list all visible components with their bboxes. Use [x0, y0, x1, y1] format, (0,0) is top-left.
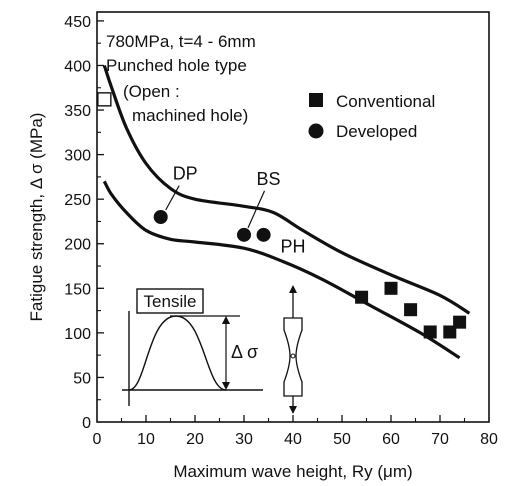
x-tick-label: 50 [333, 431, 351, 448]
inset-arrow-up [222, 316, 230, 324]
point-conventional [404, 303, 418, 317]
legend-developed-marker [308, 123, 324, 139]
inset-wave [128, 315, 227, 391]
legend: Conventional Developed [308, 92, 435, 141]
y-tick-label: 450 [64, 14, 91, 31]
y-tick-label: 0 [82, 415, 91, 432]
annotation-condition: 780MPa, t=4 - 6mm [106, 32, 256, 51]
band-lower-curve [102, 180, 461, 360]
point-developed [256, 227, 271, 242]
y-tick-label: 150 [64, 281, 91, 298]
inset-delta-sigma: Δ σ [231, 342, 258, 362]
x-tick-label: 20 [186, 431, 204, 448]
point-developed [237, 227, 251, 242]
data-points [97, 92, 467, 339]
leader-dp [165, 185, 180, 211]
specimen-bottom-arrow [289, 406, 297, 414]
point-labels: DP BS PH [165, 164, 306, 257]
y-axis-label: Fatigue strength, Δ σ (MPa) [27, 113, 46, 322]
x-tick-label: 0 [93, 431, 102, 448]
scatter-band [102, 64, 471, 360]
y-tick-label: 100 [64, 326, 91, 343]
point-conventional [384, 281, 398, 295]
x-tick-label: 70 [431, 431, 449, 448]
y-tick-label: 250 [64, 192, 91, 209]
x-tick-label: 10 [137, 431, 155, 448]
point-label-bs: BS [256, 169, 280, 189]
inset-arrow-down [222, 382, 230, 390]
y-tick-label: 300 [64, 148, 91, 165]
x-axis-label: Maximum wave height, Ry (μm) [173, 462, 412, 481]
x-axis-ticks: 0 10 20 30 40 50 60 70 80 [93, 415, 498, 448]
tensile-label-box [136, 288, 204, 314]
leader-bs [247, 190, 266, 229]
legend-conventional-marker [309, 93, 323, 107]
point-open [97, 92, 112, 107]
y-axis-ticks: 0 50 100 150 200 250 300 350 400 450 [64, 14, 104, 432]
point-conventional [423, 325, 437, 339]
point-conventional [443, 325, 457, 339]
tensile-inset: Tensile Δ σ [122, 288, 263, 406]
point-label-ph: PH [280, 237, 305, 257]
band-upper-curve [102, 64, 471, 315]
x-tick-label: 40 [284, 431, 302, 448]
tensile-label: Tensile [144, 292, 197, 311]
point-label-dp: DP [173, 164, 198, 184]
specimen-icon [283, 285, 303, 414]
x-tick-label: 80 [480, 431, 498, 448]
annotation-machined: machined hole) [132, 106, 248, 125]
y-tick-label: 200 [64, 237, 91, 254]
specimen-hole [290, 353, 296, 359]
y-tick-label: 50 [73, 370, 91, 387]
point-conventional [453, 315, 467, 329]
annotation-open: (Open : [123, 82, 180, 101]
point-developed [153, 210, 168, 224]
legend-developed-label: Developed [336, 122, 417, 141]
specimen-top-arrow [289, 285, 297, 293]
specimen-body [283, 317, 303, 397]
annotation-type: Punched hole type [106, 56, 247, 75]
point-conventional [355, 290, 369, 304]
y-tick-label: 350 [64, 103, 91, 120]
legend-conventional-label: Conventional [336, 92, 435, 111]
x-tick-label: 30 [235, 431, 253, 448]
y-tick-label: 400 [64, 58, 91, 75]
x-tick-label: 60 [382, 431, 400, 448]
